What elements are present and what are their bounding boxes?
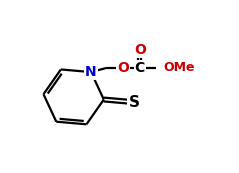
Text: N: N	[85, 65, 97, 79]
Text: OMe: OMe	[163, 61, 195, 74]
Text: O: O	[117, 61, 129, 75]
Text: C: C	[135, 61, 145, 75]
Text: S: S	[129, 95, 140, 110]
Text: O: O	[134, 43, 146, 57]
